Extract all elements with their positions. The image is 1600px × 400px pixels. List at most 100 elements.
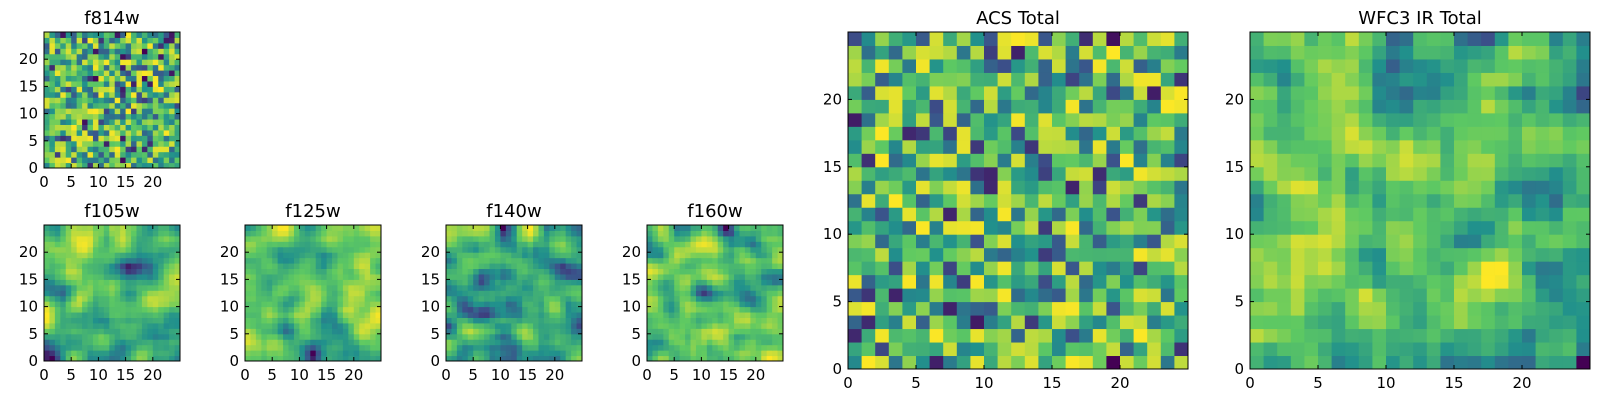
heatmap-cell (364, 322, 371, 329)
heatmap-cell (304, 306, 311, 313)
heatmap-cell (549, 273, 556, 280)
heatmap-cell (120, 129, 127, 136)
heatmap-cell (76, 64, 83, 71)
heatmap-cell (527, 225, 534, 231)
heatmap-cell (375, 284, 382, 291)
y-tick-label: 5 (229, 325, 239, 343)
heatmap-cell (1467, 126, 1482, 141)
heatmap-cell (60, 162, 67, 169)
heatmap-cell (478, 312, 485, 318)
heatmap-cell (1345, 180, 1360, 195)
heatmap-cell (141, 284, 148, 291)
heatmap-cell (44, 344, 50, 351)
heatmap-cell (473, 252, 480, 259)
heatmap-cell (370, 322, 377, 329)
heatmap-cell (103, 322, 110, 329)
heatmap-cell (103, 75, 110, 82)
heatmap-cell (766, 322, 773, 329)
heatmap-cell (326, 322, 333, 329)
heatmap-cell (505, 252, 512, 259)
heatmap-cell (723, 301, 730, 308)
heatmap-cell (861, 328, 876, 343)
heatmap-cell (293, 306, 300, 313)
heatmap-cell (679, 322, 686, 329)
heatmap-cell (147, 135, 154, 142)
heatmap-cell (717, 355, 724, 362)
heatmap-cell (1562, 315, 1577, 330)
heatmap-cell (1065, 288, 1080, 303)
heatmap-cell (875, 274, 890, 289)
heatmap-cell (489, 252, 496, 259)
heatmap-cell (1038, 342, 1053, 357)
heatmap-cell (674, 339, 681, 346)
heatmap-cell (723, 235, 730, 242)
heatmap-cell (1147, 126, 1162, 141)
heatmap-cell (82, 257, 89, 264)
heatmap-cells (245, 225, 382, 362)
heatmap-cell (1508, 207, 1523, 222)
heatmap-cell (750, 273, 757, 280)
heatmap-cell (1399, 220, 1414, 235)
heatmap-cell (902, 58, 917, 73)
heatmap-cell (321, 328, 328, 335)
heatmap-cell (500, 268, 507, 275)
heatmap-cell (60, 328, 67, 335)
heatmap-cell (261, 263, 268, 270)
heatmap-cell (44, 263, 50, 270)
heatmap-cell (1160, 355, 1175, 370)
heatmap-cell (293, 295, 300, 302)
heatmap-cell (283, 301, 290, 308)
heatmap-cell (494, 246, 501, 253)
heatmap-cell (571, 317, 578, 324)
heatmap-cell (65, 263, 72, 270)
heatmap-cell (1079, 153, 1094, 168)
heatmap-cell (1494, 153, 1509, 168)
heatmap-cell (348, 312, 355, 318)
heatmap-cell (984, 301, 999, 316)
heatmap-cell (723, 263, 730, 270)
heatmap-cell (92, 241, 99, 248)
heatmap-cell (169, 75, 176, 82)
heatmap-cell (136, 279, 143, 286)
heatmap-cell (1522, 180, 1537, 195)
heatmap-cell (60, 268, 67, 275)
heatmap-cell (755, 263, 762, 270)
heatmap-cell (125, 328, 132, 335)
heatmap-cell (261, 241, 268, 248)
heatmap-cell (706, 322, 713, 329)
heatmap-cell (674, 225, 681, 231)
heatmap-cell (49, 113, 56, 120)
heatmap-cell (92, 162, 99, 169)
heatmap-cell (1160, 342, 1175, 357)
x-tick-label: 10 (89, 173, 108, 191)
heatmap-cell (943, 126, 958, 141)
heatmap-cell (739, 290, 746, 297)
y-tick-label: 5 (28, 325, 38, 343)
heatmap-cell (1120, 247, 1135, 262)
heatmap-cell (163, 102, 170, 109)
heatmap-cell (147, 37, 154, 44)
heatmap-cell (266, 350, 273, 357)
heatmap-cell (744, 246, 751, 253)
heatmap-cell (65, 59, 72, 66)
heatmap-cell (315, 317, 322, 324)
heatmap-cell (1467, 261, 1482, 276)
heatmap-cell (147, 279, 154, 286)
heatmap-cell (131, 241, 137, 248)
heatmap-cell (1304, 274, 1319, 289)
heatmap-cell (1174, 180, 1189, 195)
heatmap-cell (76, 70, 83, 77)
heatmap-cell (76, 235, 83, 242)
heatmap-cell (98, 75, 105, 82)
heatmap-cell (717, 301, 724, 308)
heatmap-cell (337, 246, 344, 253)
heatmap-cell (1147, 72, 1162, 87)
heatmap-cell (131, 263, 137, 270)
heatmap-cell (1535, 166, 1550, 181)
heatmap-cell (484, 241, 491, 248)
heatmap-cell (370, 230, 377, 237)
heatmap-cell (76, 322, 83, 329)
heatmap-cell (141, 230, 148, 237)
heatmap-cell (772, 279, 779, 286)
heatmap-cell (576, 235, 583, 242)
